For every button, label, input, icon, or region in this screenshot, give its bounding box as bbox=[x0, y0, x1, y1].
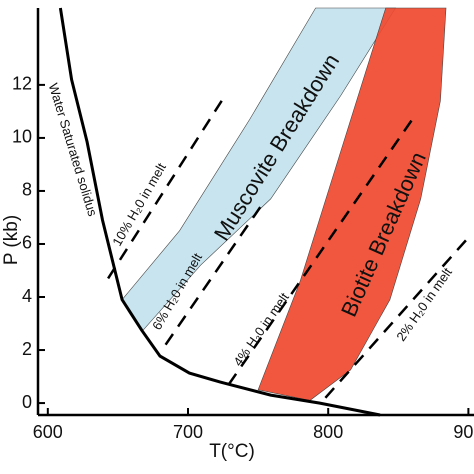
y-tick-label: 6 bbox=[22, 233, 32, 253]
y-tick-label: 0 bbox=[22, 392, 32, 412]
x-tick-label: 600 bbox=[33, 422, 63, 442]
line bbox=[58, 7, 381, 417]
line-label: 10% H₂0 in melt bbox=[109, 160, 169, 249]
region bbox=[121, 7, 397, 331]
x-tick-label: 700 bbox=[173, 422, 203, 442]
line bbox=[324, 235, 471, 399]
y-tick-label: 10 bbox=[12, 127, 32, 147]
line-label: Water Saturated solidus bbox=[46, 81, 101, 218]
y-tick-label: 12 bbox=[12, 74, 32, 94]
y-tick-label: 4 bbox=[22, 286, 32, 306]
y-tick-label: 2 bbox=[22, 339, 32, 359]
line-label: 2% H₂0 in melt bbox=[393, 265, 455, 344]
x-tick-label: 800 bbox=[313, 422, 343, 442]
line bbox=[164, 203, 264, 346]
region bbox=[257, 7, 447, 401]
x-tick-label: 900 bbox=[453, 422, 474, 442]
y-tick-label: 8 bbox=[22, 180, 32, 200]
y-axis-label: P (kb) bbox=[1, 215, 22, 265]
x-axis-label: T(°C) bbox=[209, 441, 255, 462]
line bbox=[227, 118, 414, 386]
